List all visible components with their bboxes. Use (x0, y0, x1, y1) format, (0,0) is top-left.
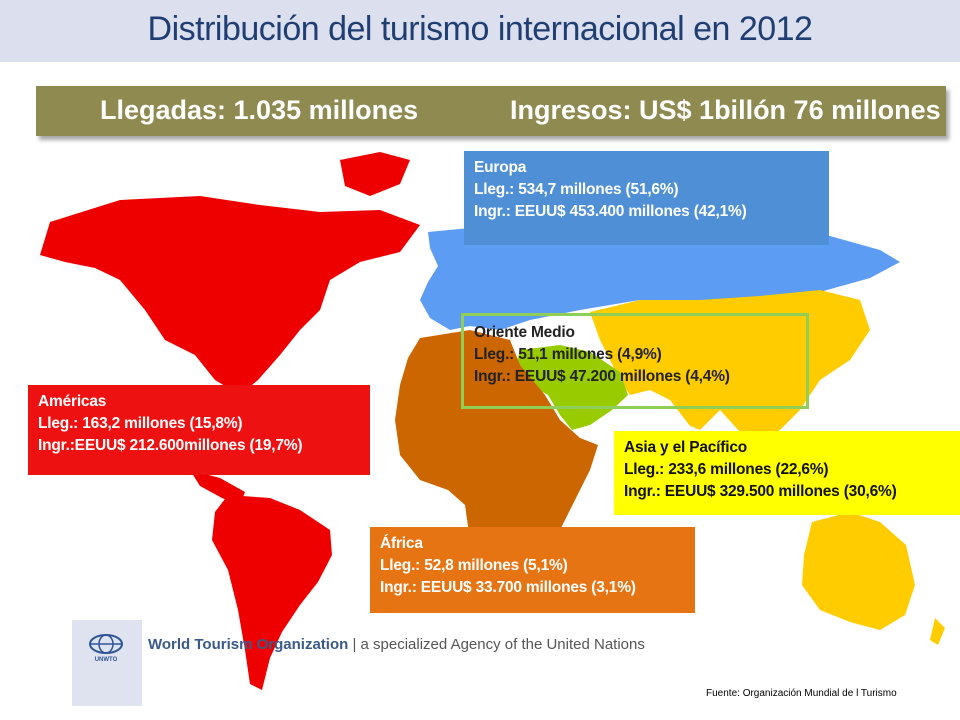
region-box-europa: Europa Lleg.: 534,7 millones (51,6%) Ing… (464, 151, 829, 245)
region-receipts: Ingr.: EEUU$ 33.700 millones (3,1%) (380, 579, 636, 596)
org-name: World Tourism Organization (148, 636, 349, 653)
totals-banner: Llegadas: 1.035 millones Ingresos: US$ 1… (36, 86, 946, 136)
unwto-footer: UNWTO World Tourism Organization | a spe… (72, 620, 682, 706)
region-name: África (380, 535, 423, 552)
region-box-asia-pacifico: Asia y el Pacífico Lleg.: 233,6 millones… (614, 431, 960, 515)
region-box-oriente-medio: Oriente Medio Lleg.: 51,1 millones (4,9%… (461, 313, 809, 409)
title-bar (0, 0, 960, 62)
source-note: Fuente: Organización Mundial de l Turism… (706, 688, 897, 699)
map-region-south-america (212, 495, 332, 690)
region-receipts: Ingr.: EEUU$ 453.400 millones (42,1%) (474, 203, 747, 220)
unwto-logo: UNWTO (72, 620, 142, 706)
org-tagline: | a specialized Agency of the United Nat… (352, 636, 645, 653)
region-receipts: Ingr.: EEUU$ 47.200 millones (4,4%) (474, 368, 730, 385)
globe-icon: UNWTO (89, 634, 123, 663)
page-title: Distribución del turismo internacional e… (147, 10, 813, 48)
region-receipts: Ingr.: EEUU$ 329.500 millones (30,6%) (624, 483, 897, 500)
region-box-americas: Américas Lleg.: 163,2 millones (15,8%) I… (28, 385, 370, 475)
region-arrivals: Lleg.: 233,6 millones (22,6%) (624, 461, 829, 478)
region-arrivals: Lleg.: 163,2 millones (15,8%) (38, 415, 243, 432)
region-receipts: Ingr.:EEUU$ 212.600millones (19,7%) (38, 437, 303, 454)
total-arrivals: Llegadas: 1.035 millones (100, 95, 419, 125)
region-name: Asia y el Pacífico (624, 439, 748, 456)
region-name: Oriente Medio (474, 324, 575, 341)
map-region-asia (590, 290, 870, 440)
map-region-greenland (340, 152, 410, 196)
total-receipts: Ingresos: US$ 1billón 76 millones (510, 95, 941, 125)
region-name: Américas (38, 393, 107, 410)
svg-text:UNWTO: UNWTO (95, 657, 118, 663)
map-region-north-america (40, 196, 420, 395)
region-arrivals: Lleg.: 51,1 millones (4,9%) (474, 346, 662, 363)
map-region-europa (420, 228, 900, 330)
region-arrivals: Lleg.: 52,8 millones (5,1%) (380, 557, 568, 574)
map-region-australia (802, 512, 915, 630)
region-name: Europa (474, 159, 527, 176)
region-box-africa: África Lleg.: 52,8 millones (5,1%) Ingr.… (370, 527, 695, 613)
map-region-newzealand (930, 618, 945, 645)
region-arrivals: Lleg.: 534,7 millones (51,6%) (474, 181, 679, 198)
